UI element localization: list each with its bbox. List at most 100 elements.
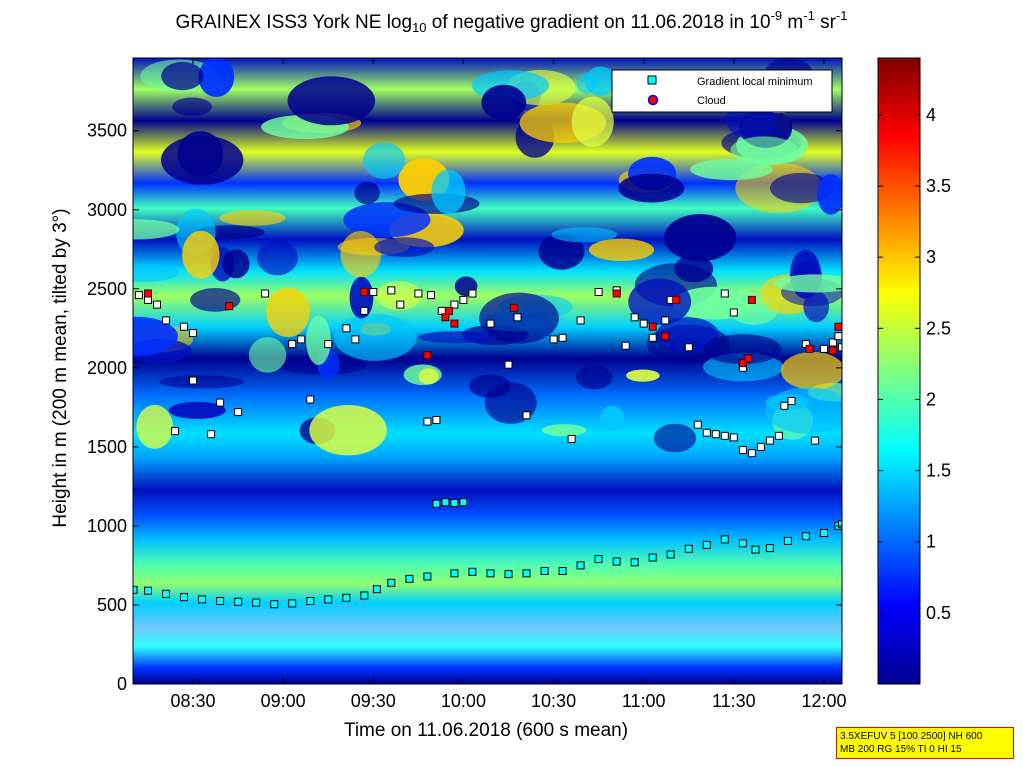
x-tick-label: 12:00 bbox=[801, 691, 846, 711]
y-tick-label: 1500 bbox=[87, 437, 127, 457]
heatmap-blob bbox=[133, 263, 179, 283]
colorbar-tick-label: 1.5 bbox=[926, 461, 951, 481]
y-tick-label: 2500 bbox=[87, 279, 127, 299]
gradient-minimum-point bbox=[666, 550, 675, 559]
gradient-minimum-point bbox=[558, 333, 567, 342]
gradient-minimum-point bbox=[834, 332, 842, 341]
cloud-point bbox=[744, 354, 753, 363]
gradient-minimum-point bbox=[441, 498, 450, 507]
cloud-point bbox=[747, 295, 756, 304]
heatmap-blob bbox=[287, 76, 376, 126]
gradient-minimum-point bbox=[838, 343, 842, 352]
heatmap-area bbox=[133, 58, 842, 684]
heatmap-blob bbox=[133, 316, 178, 356]
heatmap-blob bbox=[418, 331, 496, 344]
gradient-minimum-point bbox=[216, 597, 225, 605]
gradient-minimum-point bbox=[765, 544, 774, 553]
gradient-minimum-point bbox=[427, 291, 435, 300]
cloud-point bbox=[648, 322, 657, 331]
gradient-minimum-point bbox=[567, 435, 576, 443]
heatmap-blob bbox=[538, 233, 585, 270]
cloud-point bbox=[738, 359, 747, 368]
colorbar-tick-label: 4 bbox=[926, 105, 936, 125]
gradient-minimum-point bbox=[738, 539, 747, 548]
cloud-point bbox=[225, 302, 234, 311]
gradient-minimum-point bbox=[216, 398, 225, 407]
gradient-minimum-point bbox=[829, 338, 837, 347]
heatmap-blob bbox=[481, 84, 527, 121]
gradient-minimum-point bbox=[288, 340, 297, 349]
heatmap-blob bbox=[182, 230, 220, 279]
gradient-minimum-point bbox=[405, 574, 414, 583]
gradient-minimum-point bbox=[522, 411, 531, 420]
gradient-minimum-point bbox=[306, 597, 315, 605]
heatmap-blob bbox=[159, 375, 244, 389]
heatmap-blob bbox=[266, 287, 310, 338]
heatmap-blob bbox=[618, 173, 685, 203]
heatmap-blob bbox=[431, 169, 466, 215]
gradient-minimum-point bbox=[288, 599, 297, 608]
heatmap-blob bbox=[333, 313, 417, 361]
gradient-minimum-point bbox=[630, 558, 639, 567]
gradient-minimum-point bbox=[549, 335, 558, 344]
legend: Gradient local minimum Cloud bbox=[611, 69, 833, 113]
gradient-minimum-point bbox=[838, 520, 842, 529]
heatmap-blob bbox=[780, 351, 842, 390]
gradient-minimum-point bbox=[594, 288, 603, 296]
gradient-minimum-point bbox=[234, 597, 243, 606]
y-tick-label: 3500 bbox=[87, 121, 127, 141]
gradient-minimum-point bbox=[144, 586, 152, 595]
gradient-minimum-point bbox=[820, 529, 828, 537]
colorbar-tick-label: 3.5 bbox=[926, 176, 951, 196]
gradient-minimum-point bbox=[486, 319, 495, 328]
gradient-minimum-point bbox=[324, 340, 333, 349]
gradient-minimum-point bbox=[540, 567, 549, 575]
colorbar-tick-label: 0.5 bbox=[926, 603, 951, 623]
y-tick-label: 2000 bbox=[87, 358, 127, 378]
cloud-point bbox=[445, 306, 453, 315]
y-tick-label: 3000 bbox=[87, 200, 127, 220]
legend-label-cloud: Cloud bbox=[697, 95, 726, 107]
gradient-minimum-point bbox=[747, 449, 756, 458]
heatmap-blob bbox=[257, 240, 298, 276]
colorbar-tick-label: 2 bbox=[926, 389, 936, 409]
x-axis-title: Time on 11.06.2018 (600 s mean) bbox=[344, 720, 628, 741]
heatmap-blob bbox=[309, 405, 387, 456]
y-axis-title: Height in m (200 m mean, tilted by 3°) bbox=[50, 208, 71, 527]
gradient-minimum-point bbox=[387, 578, 396, 587]
gradient-minimum-point bbox=[702, 540, 711, 549]
cloud-point bbox=[423, 351, 432, 360]
heatmap-blob bbox=[161, 135, 244, 185]
gradient-minimum-point bbox=[450, 300, 459, 309]
gradient-minimum-point bbox=[261, 289, 270, 298]
gradient-minimum-point bbox=[820, 344, 828, 353]
x-tick-label: 10:00 bbox=[441, 691, 486, 711]
heatmap-blob bbox=[674, 255, 714, 283]
y-tick-label: 0 bbox=[117, 674, 127, 694]
heatmap-blob bbox=[600, 405, 625, 431]
info-box: 3.5XEFUV 5 [100 2500] NH 600 MB 200 RG 1… bbox=[836, 727, 1014, 759]
gradient-minimum-point bbox=[423, 417, 432, 426]
gradient-minimum-point bbox=[504, 360, 513, 369]
gradient-minimum-point bbox=[787, 397, 796, 405]
chart-title: GRAINEX ISS3 York NE log10 of negative g… bbox=[175, 8, 848, 35]
gradient-minimum-point bbox=[648, 333, 657, 342]
heatmap-blob bbox=[817, 174, 842, 215]
y-axis: 0 500 1000 1500 2000 2500 3000 3500 bbox=[87, 121, 842, 694]
heatmap-blob bbox=[219, 210, 286, 226]
cloud-point bbox=[450, 319, 459, 328]
heatmap-blob bbox=[306, 315, 331, 365]
gradient-minimum-point bbox=[450, 569, 459, 578]
gradient-minimum-point bbox=[387, 286, 396, 295]
heatmap-blob bbox=[664, 214, 737, 262]
gradient-minimum-point bbox=[783, 536, 792, 545]
gradient-minimum-point bbox=[450, 499, 459, 507]
heatmap-blob bbox=[690, 158, 773, 181]
gradient-minimum-point bbox=[729, 433, 738, 442]
gradient-minimum-point bbox=[432, 499, 441, 508]
heatmap-blob bbox=[765, 387, 842, 434]
gradient-minimum-point bbox=[630, 313, 639, 322]
heatmap-blob bbox=[653, 423, 697, 453]
gradient-minimum-point bbox=[198, 595, 206, 604]
